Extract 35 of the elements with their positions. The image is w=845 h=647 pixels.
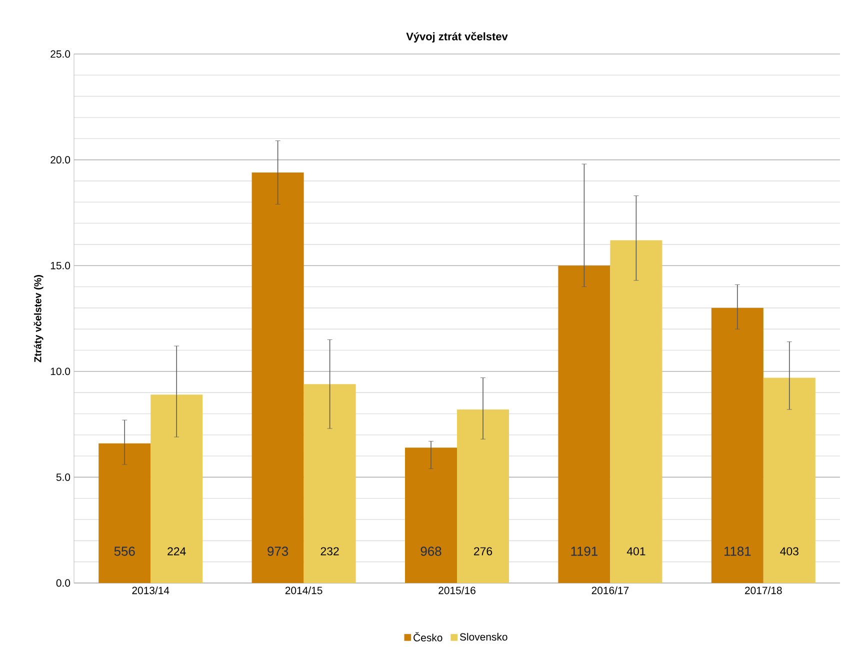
chart-title: Vývoj ztrát včelstev [406, 32, 508, 43]
legend-label: Slovensko [460, 633, 508, 641]
annotation: 968 [420, 546, 442, 556]
bar [252, 172, 304, 584]
bar [763, 378, 816, 584]
annotation: 403 [780, 547, 798, 556]
bar [610, 240, 662, 584]
annotation: 232 [320, 547, 339, 556]
annotation: 276 [474, 547, 492, 556]
bar [711, 308, 764, 584]
y-tick-label: 10.0 [50, 368, 70, 376]
x-tick-label: 2014/15 [285, 586, 322, 594]
y-axis-title: Ztráty včelstev (%) [34, 275, 44, 362]
annotation: 973 [268, 546, 288, 556]
annotation: 224 [168, 547, 186, 556]
y-tick-label: 15.0 [50, 262, 70, 270]
bar [304, 384, 356, 584]
annotation: 556 [114, 546, 135, 556]
x-tick-label: 2017/18 [745, 586, 782, 594]
x-tick-label: 2013/14 [132, 586, 170, 594]
y-tick-label: 0.0 [56, 579, 70, 587]
annotation: 1181 [724, 546, 751, 556]
x-tick-label: 2016/17 [592, 586, 629, 594]
annotation: 401 [626, 547, 646, 556]
bar [98, 443, 151, 584]
y-tick-label: 20.0 [50, 156, 70, 164]
annotation: 1191 [571, 546, 598, 556]
legend-label: Česko [414, 632, 442, 642]
bar [457, 410, 509, 584]
bar [558, 266, 610, 584]
bar [150, 394, 203, 584]
y-tick-label: 5.0 [56, 474, 70, 482]
bar [405, 448, 458, 584]
y-tick-label: 25.0 [50, 50, 70, 58]
x-tick-label: 2015/16 [438, 586, 476, 594]
